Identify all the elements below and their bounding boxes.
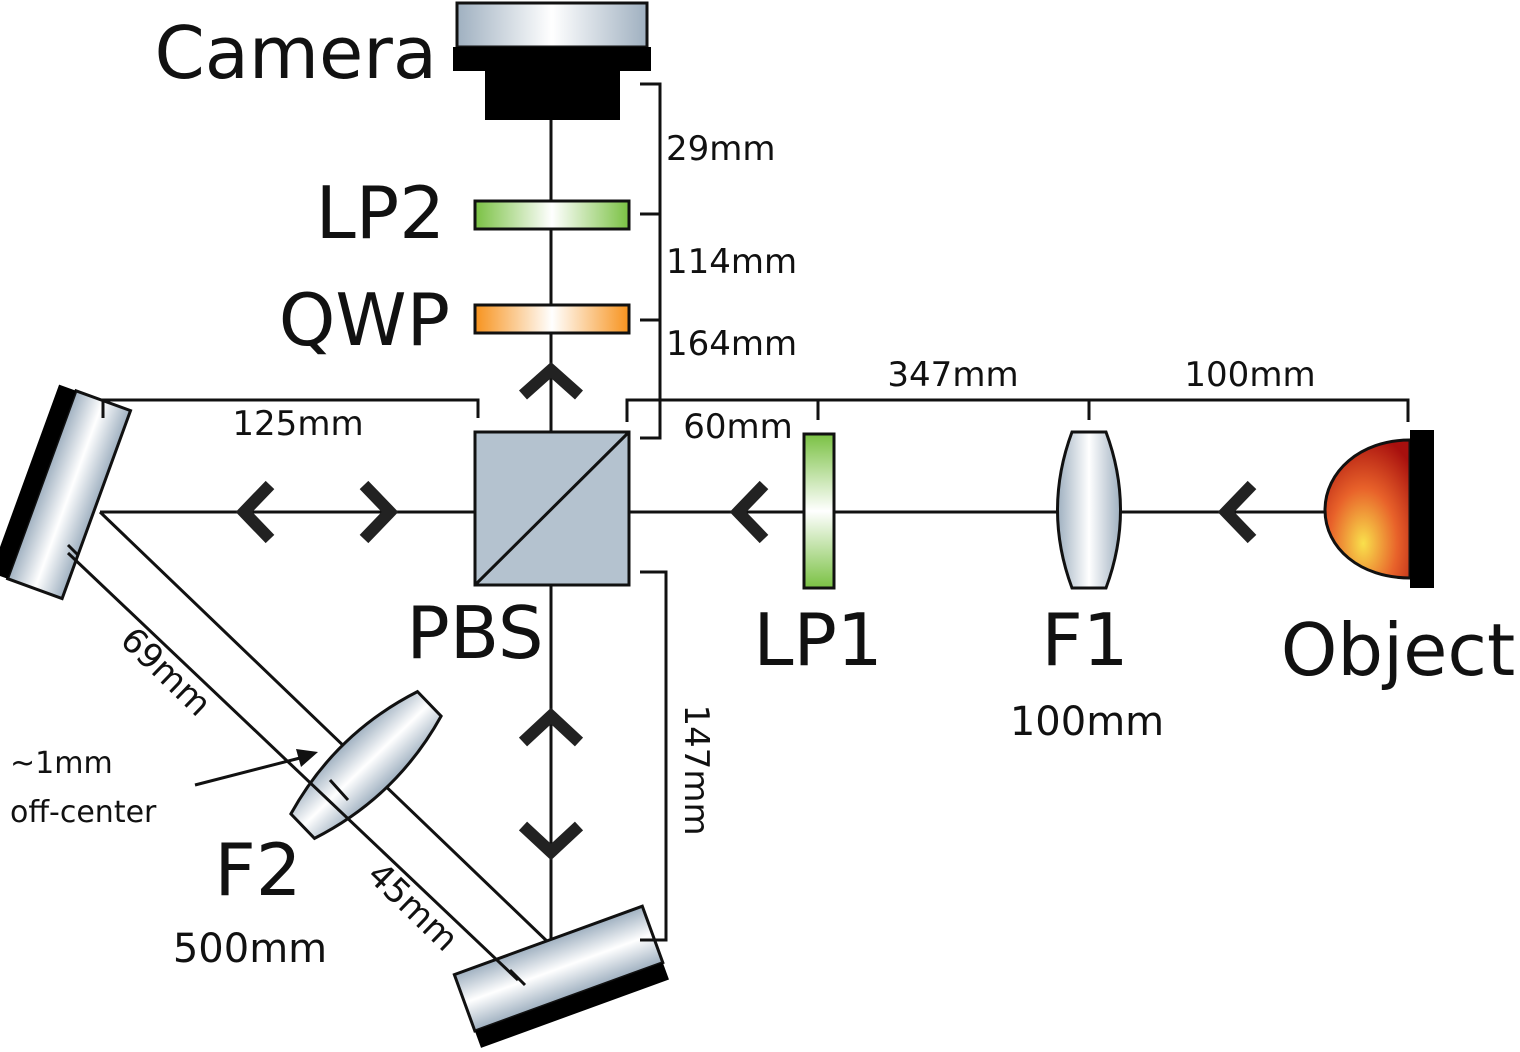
f1-label: F1 <box>1041 598 1128 682</box>
offcenter-line1: ~1mm <box>10 746 113 781</box>
dim-pbs-lp1: 60mm <box>683 407 793 447</box>
lp2-label: LP2 <box>316 171 445 255</box>
arrow-right-icon <box>359 480 399 544</box>
arrow-left-icon <box>1217 480 1257 544</box>
arrow-left-icon <box>235 480 275 544</box>
bottom-mirror <box>452 904 669 1048</box>
f2-focal-label: 500mm <box>173 926 327 972</box>
dim-mirror-f2: 69mm <box>112 620 219 725</box>
pbs-label: PBS <box>406 591 543 675</box>
dim-qwp-pbs: 164mm <box>666 324 797 364</box>
arrow-up-icon <box>518 707 584 747</box>
arrow-down-icon <box>518 821 584 861</box>
dim-f1-object: 100mm <box>1184 355 1315 395</box>
object-source <box>1323 430 1434 588</box>
qwp-label: QWP <box>279 278 450 362</box>
f1-lens <box>1056 430 1122 590</box>
camera-label: Camera <box>154 11 437 95</box>
arrow-left-icon <box>729 480 769 544</box>
f1-focal-label: 100mm <box>1010 699 1164 745</box>
offcenter-pointer <box>194 749 318 787</box>
qwp-waveplate <box>473 303 631 335</box>
dim-mirror-pbs: 125mm <box>232 404 363 444</box>
dimension-lines <box>66 82 1410 987</box>
dim-pbs-mirror: 147mm <box>676 704 716 835</box>
dim-f2-mirror: 45mm <box>359 855 466 960</box>
lp1-label: LP1 <box>753 598 882 682</box>
dim-camera-lp2: 29mm <box>666 129 776 169</box>
offcenter-line2: off-center <box>10 795 157 830</box>
left-mirror <box>0 384 133 601</box>
lp2-polarizer <box>473 199 631 231</box>
dim-lp1-f1: 347mm <box>887 355 1018 395</box>
camera <box>453 1 651 120</box>
dim-lp2-qwp: 114mm <box>666 242 797 282</box>
f2-label: F2 <box>214 828 301 912</box>
pbs-cube <box>473 430 631 587</box>
lp1-polarizer <box>802 432 836 590</box>
object-label: Object <box>1281 608 1516 692</box>
direction-arrows <box>235 361 1257 861</box>
arrow-up-icon <box>519 361 583 400</box>
